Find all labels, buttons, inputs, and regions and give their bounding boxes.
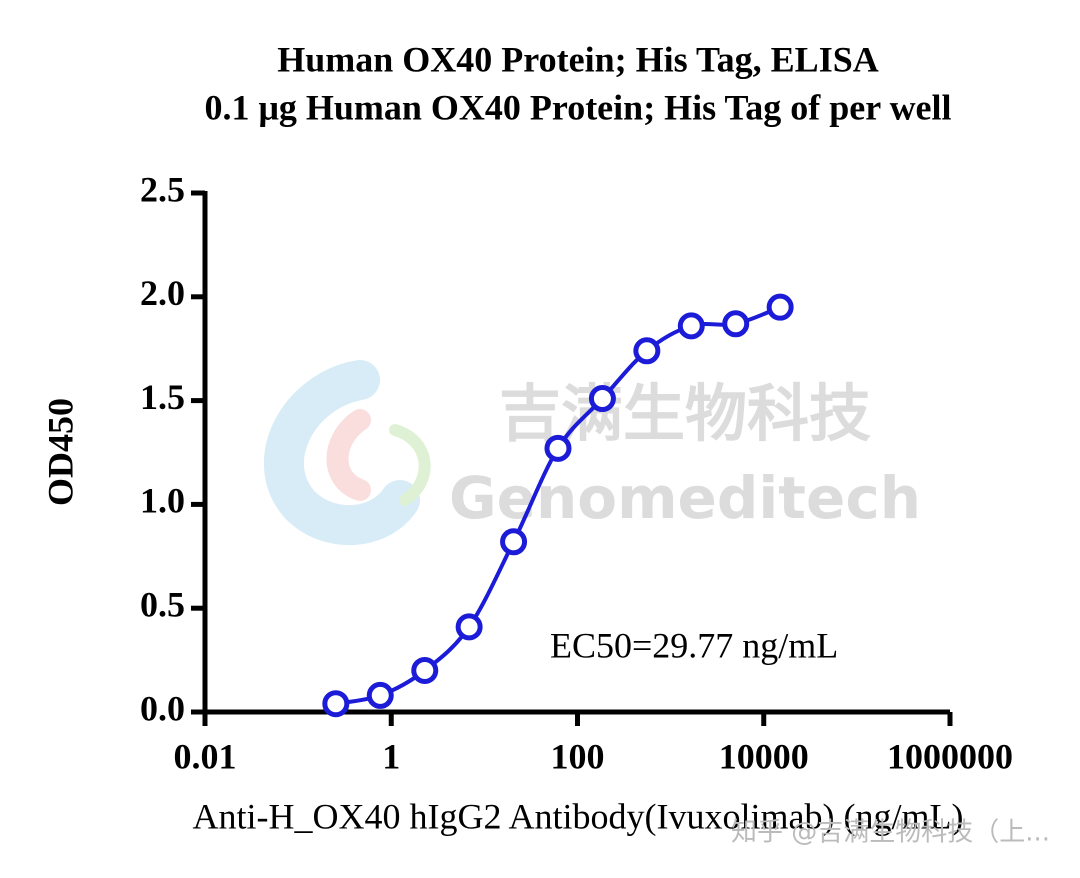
point [588,385,616,413]
logo-arc [263,360,420,545]
y-tick-label: 1.0 [140,481,185,521]
y-tick-label: 0.5 [140,584,185,624]
point [633,337,661,365]
point [677,312,705,340]
annotation: EC50=29.77 ng/mL [550,625,838,665]
chart-title: 0.1 μg Human OX40 Protein; His Tag of pe… [204,87,951,127]
watermark-en: Genomeditech [449,464,921,532]
watermark-source: 知乎 @吉满生物科技（上... [731,818,1050,848]
point [322,690,350,718]
logo-arc [389,424,431,506]
point [766,293,794,321]
x-tick-label: 10000 [719,736,809,776]
x-axis-label: Anti-H_OX40 hIgG2 Antibody(Ivuxolimab) (… [193,796,964,836]
logo-arc [326,409,371,501]
point [455,613,483,641]
point [366,681,394,709]
x-tick-label: 0.01 [174,736,237,776]
y-tick-label: 2.0 [140,273,185,313]
point [544,434,572,462]
watermark-logo [263,360,431,545]
y-tick-label: 1.5 [140,377,185,417]
y-tick-label: 2.5 [140,169,185,209]
point [722,310,750,338]
point [500,528,528,556]
x-tick-label: 1 [382,736,400,776]
y-axis-label: OD450 [40,398,80,506]
x-tick-label: 1000000 [887,736,1013,776]
y-tick-label: 0.0 [140,688,185,728]
chart-title: Human OX40 Protein; His Tag, ELISA [277,39,878,79]
x-tick-label: 100 [551,736,605,776]
point [411,656,439,684]
